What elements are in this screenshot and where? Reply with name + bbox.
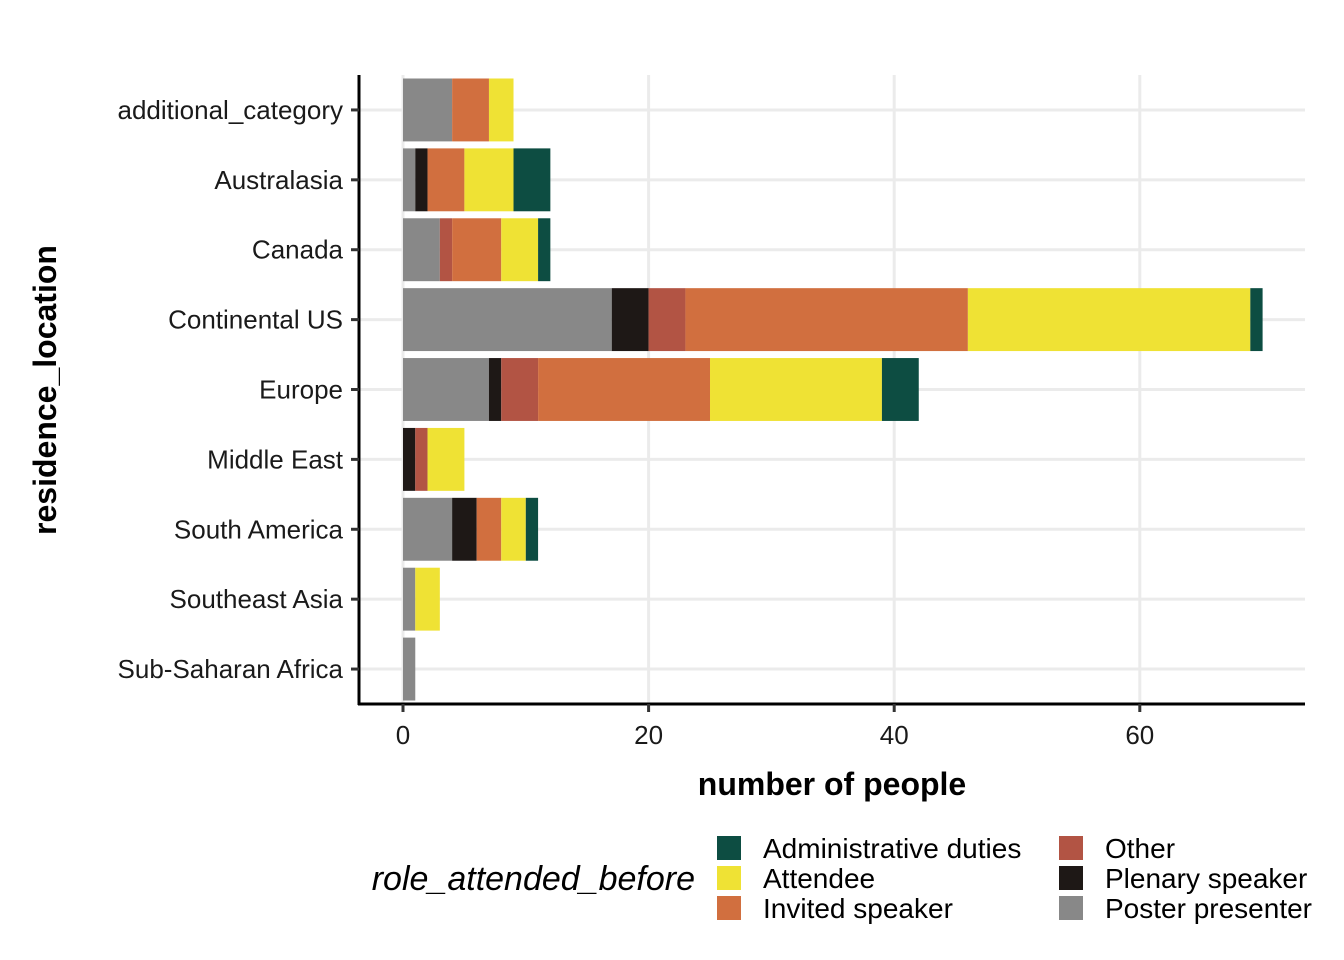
bar-segment: [648, 288, 686, 352]
legend-label: Plenary speaker: [1105, 863, 1307, 894]
legend-label: Administrative duties: [763, 833, 1021, 864]
legend-swatch: [717, 866, 741, 890]
legend-swatch: [717, 836, 741, 860]
bar-segment: [501, 218, 539, 282]
y-axis-title: residence_location: [27, 245, 63, 535]
y-tick-label: Australasia: [214, 165, 343, 195]
bar-segment: [403, 637, 416, 701]
x-tick-label: 60: [1125, 720, 1154, 750]
y-tick-label: Southeast Asia: [170, 584, 344, 614]
y-tick-label: Sub-Saharan Africa: [118, 654, 344, 684]
legend: role_attended_before Administrative duti…: [372, 833, 1312, 924]
bars: [403, 78, 1263, 701]
bar-segment: [439, 218, 453, 282]
bar-segment: [538, 218, 551, 282]
y-tick-label: Canada: [252, 235, 344, 265]
x-tick-label: 20: [634, 720, 663, 750]
y-tick-label: additional_category: [118, 95, 344, 125]
legend-swatch: [1059, 866, 1083, 890]
bar-segment: [611, 288, 649, 352]
bar-segment: [464, 148, 514, 212]
bar-segment: [501, 497, 526, 561]
x-axis-title: number of people: [698, 766, 966, 802]
bar-segment: [452, 218, 502, 282]
bar-segment: [403, 288, 612, 352]
x-tick-label: 0: [396, 720, 410, 750]
bar-segment: [403, 497, 453, 561]
bar-segment: [967, 288, 1251, 352]
bar-segment: [403, 567, 416, 631]
x-axis-ticks: 0 20 40 60: [396, 704, 1154, 750]
legend-swatch: [1059, 896, 1083, 920]
bar-segment: [685, 288, 968, 352]
bar-segment: [415, 567, 440, 631]
legend-label: Invited speaker: [763, 893, 953, 924]
bar-segment: [427, 427, 465, 491]
bar-segment: [427, 148, 465, 212]
bar-segment: [488, 358, 502, 421]
bar-segment: [513, 148, 551, 212]
legend-label: Attendee: [763, 863, 875, 894]
bar-segment: [403, 218, 440, 282]
bar-segment: [452, 78, 489, 142]
bar-segment: [415, 427, 428, 491]
legend-label: Poster presenter: [1105, 893, 1312, 924]
bar-segment: [525, 497, 539, 561]
y-tick-label: South America: [174, 514, 344, 544]
y-tick-label: Continental US: [168, 305, 343, 335]
bar-segment: [881, 358, 919, 421]
y-axis-ticks: Sub-Saharan Africa Southeast Asia South Am…: [118, 95, 359, 684]
bar-segment: [710, 358, 882, 421]
legend-label: Other: [1105, 833, 1175, 864]
bar-segment: [403, 358, 489, 421]
bar-segment: [538, 358, 710, 421]
bar-segment: [452, 497, 477, 561]
bar-segment: [501, 358, 539, 421]
legend-title: role_attended_before: [372, 860, 695, 898]
bar-segment: [488, 78, 514, 142]
y-tick-label: Europe: [259, 375, 343, 405]
x-tick-label: 40: [880, 720, 909, 750]
bar-segment: [403, 78, 453, 142]
legend-swatch: [717, 896, 741, 920]
bar-segment: [403, 427, 416, 491]
y-tick-label: Middle East: [207, 444, 344, 474]
bar-segment: [476, 497, 502, 561]
bar-segment: [1250, 288, 1263, 352]
bar-segment: [415, 148, 428, 212]
legend-swatch: [1059, 836, 1083, 860]
bar-segment: [403, 148, 416, 212]
